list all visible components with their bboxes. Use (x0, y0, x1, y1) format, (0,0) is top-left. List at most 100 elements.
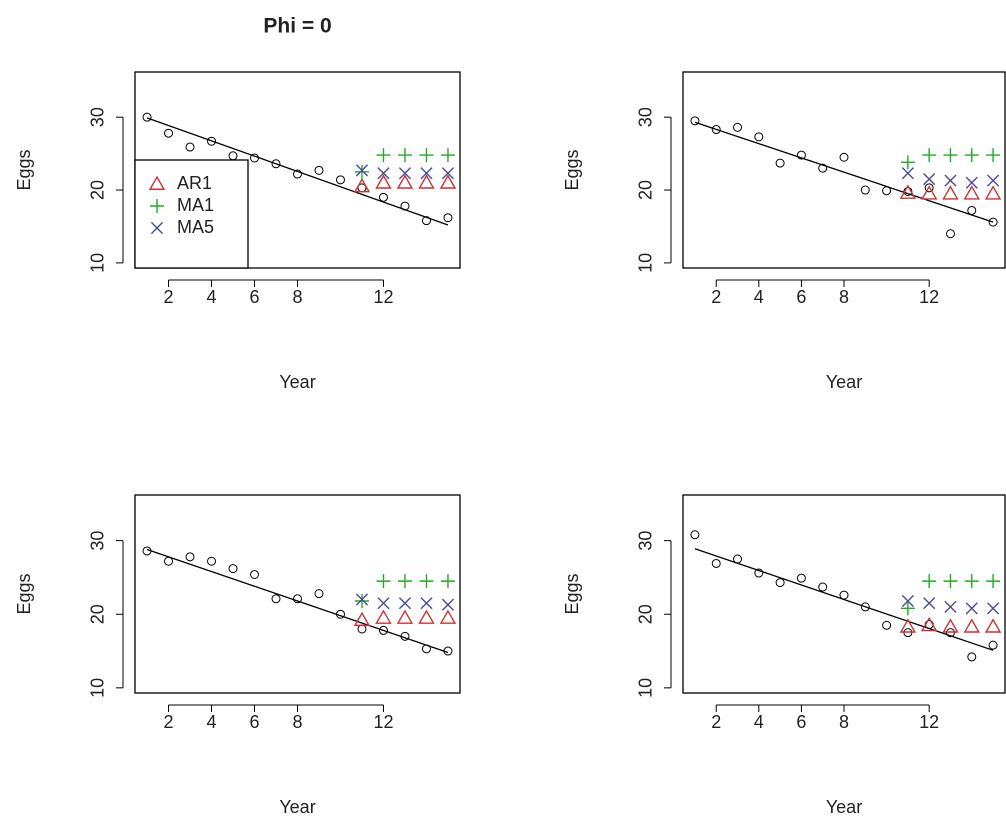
x-tick-label: 4 (207, 287, 217, 307)
x-axis-label: Year (826, 372, 862, 392)
legend-symbol (148, 175, 166, 190)
data-point (421, 216, 431, 226)
x-tick-label: 8 (292, 712, 302, 732)
x-tick-label: 2 (164, 287, 174, 307)
forecast-point (397, 148, 412, 163)
y-tick-label: 10 (88, 678, 108, 698)
data-point (796, 573, 806, 583)
data-point (185, 142, 195, 152)
y-axis-label: Eggs (562, 149, 582, 190)
x-tick-label: 2 (711, 712, 721, 732)
forecast-point (440, 574, 455, 589)
legend-symbol (150, 221, 164, 235)
data-point (796, 150, 806, 160)
data-point (818, 163, 828, 173)
forecast-point (986, 148, 1001, 163)
forecast-point (965, 602, 978, 615)
forecast-point (419, 148, 434, 163)
y-tick-label: 20 (88, 180, 108, 200)
x-tick-label: 6 (250, 712, 260, 732)
forecast-point (901, 594, 914, 608)
data-point (443, 213, 453, 223)
forecast-point (922, 574, 937, 589)
forecast-point (944, 600, 957, 613)
data-point (207, 136, 217, 146)
data-point (711, 125, 721, 135)
forecast-point (377, 597, 390, 610)
forecast-point (398, 597, 412, 610)
forecast-point (922, 148, 937, 163)
data-point (314, 165, 324, 175)
forecast-point (420, 167, 433, 180)
data-point (903, 186, 913, 196)
legend-label: AR1 (177, 173, 212, 193)
y-axis-label: Eggs (14, 573, 34, 614)
data-point (860, 185, 870, 195)
forecast-point (441, 598, 455, 611)
forecast-point (398, 167, 412, 180)
trend-line (146, 548, 449, 654)
data-point (185, 552, 195, 562)
y-tick-label: 20 (636, 604, 656, 624)
forecast-point (900, 155, 915, 170)
data-point (711, 558, 721, 568)
forecast-point (418, 609, 435, 624)
data-point (988, 217, 998, 227)
legend-symbol (150, 199, 164, 213)
forecast-point (965, 176, 978, 189)
forecast-point (986, 574, 1001, 589)
legend-label: MA5 (177, 217, 214, 237)
x-axis-label: Year (279, 797, 315, 817)
data-point (882, 620, 892, 630)
forecast-point (440, 148, 455, 163)
y-axis-label: Eggs (562, 573, 582, 614)
plot-frame (682, 494, 1006, 694)
x-tick-label: 12 (373, 287, 393, 307)
x-tick-label: 6 (796, 287, 806, 307)
data-point (690, 530, 700, 540)
forecast-point (353, 177, 371, 193)
x-tick-label: 8 (292, 287, 302, 307)
data-point (228, 564, 238, 574)
forecast-point (899, 618, 917, 633)
data-point (988, 640, 998, 650)
x-tick-label: 6 (796, 712, 806, 732)
panel: Year Eggs 2 4 6 8 12 10 20 30 (562, 71, 1006, 392)
data-point (775, 578, 785, 588)
forecast-point (920, 616, 938, 632)
panel: Year Eggs 2 4 6 8 12 10 20 30 (14, 494, 461, 817)
forecast-point (355, 593, 369, 606)
data-point (335, 175, 345, 185)
x-tick-label: 2 (164, 712, 174, 732)
x-tick-label: 8 (839, 712, 849, 732)
data-point (860, 602, 870, 612)
forecast-point (355, 164, 369, 177)
y-tick-label: 10 (636, 253, 656, 273)
data-point (924, 183, 934, 193)
x-tick-label: 4 (754, 712, 764, 732)
forecast-point (419, 574, 434, 589)
data-point (967, 205, 977, 215)
forecast-point (376, 148, 391, 163)
data-point (945, 229, 955, 239)
data-point (271, 159, 281, 169)
forecast-point (375, 174, 392, 189)
data-point (228, 151, 238, 161)
forecast-point (923, 597, 936, 610)
x-tick-label: 12 (919, 712, 939, 732)
forecast-point (984, 618, 1002, 633)
data-point (754, 132, 764, 142)
forecast-point (920, 185, 938, 200)
x-axis-label: Year (279, 372, 315, 392)
trend-line (146, 117, 449, 226)
data-point (164, 128, 174, 138)
forecast-point (375, 609, 392, 624)
forecast-point (964, 148, 979, 163)
forecast-point (923, 173, 936, 186)
data-point (378, 625, 388, 635)
forecast-point (963, 185, 980, 200)
data-point (271, 594, 281, 604)
chart-title: Phi = 0 (263, 15, 331, 38)
y-tick-label: 20 (636, 180, 656, 200)
